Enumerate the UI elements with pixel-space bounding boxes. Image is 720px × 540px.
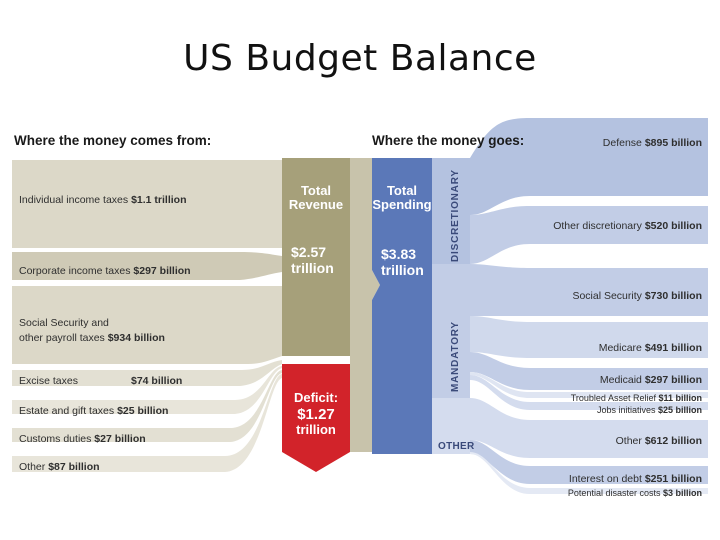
use-band-medicaid [470, 352, 708, 390]
use-band-jobs [470, 375, 708, 410]
use-label-interest: Interest on debt $251 billion [569, 473, 702, 485]
group-band-mandatory [432, 264, 470, 398]
use-label-tarp: Troubled Asset Relief $11 billion [571, 393, 702, 403]
source-label-corporate: Corporate income taxes $297 billion [19, 265, 191, 277]
flow-arrow [350, 158, 380, 452]
use-label-other-discretionary: Other discretionary $520 billion [553, 220, 702, 232]
use-label-jobs: Jobs initiatives $25 billion [597, 405, 702, 415]
source-band-individual [12, 160, 282, 248]
revenue-box: Total Revenue $2.57 trillion [282, 158, 350, 356]
source-label-payroll-line1: Social Security and [19, 317, 109, 329]
group-label-other: OTHER [438, 441, 475, 452]
use-label-defense: Defense $895 billion [603, 137, 702, 149]
revenue-value: $2.57 [291, 244, 326, 260]
source-band-corporate [12, 252, 282, 280]
source-label-excise: Excise taxes [19, 375, 78, 387]
source-band-other [12, 374, 282, 472]
use-band-tarp [470, 372, 708, 398]
use-bands [432, 118, 708, 494]
slide-title: US Budget Balance [183, 38, 537, 79]
source-label-customs: Customs duties $27 billion [19, 433, 146, 445]
revenue-label-line2: Revenue [289, 197, 343, 212]
source-band-payroll [12, 286, 282, 364]
uses-heading: Where the money goes: [372, 133, 524, 148]
use-label-medicare: Medicare $491 billion [599, 342, 702, 354]
use-band-other [470, 398, 708, 458]
use-band-interest [470, 440, 708, 484]
sources-heading: Where the money comes from: [14, 133, 211, 148]
use-band-defense [470, 118, 708, 215]
source-bands [12, 160, 282, 472]
group-label-discretionary: DISCRETIONARY [450, 169, 461, 262]
source-band-estate [12, 366, 282, 414]
revenue-value-unit: trillion [291, 260, 334, 276]
use-band-medicare [470, 316, 708, 358]
use-label-social-security: Social Security $730 billion [572, 290, 702, 302]
source-label-individual: Individual income taxes $1.1 trillion [19, 194, 187, 206]
use-label-medicaid: Medicaid $297 billion [600, 374, 702, 386]
spending-value-unit: trillion [381, 262, 424, 278]
spending-label-line2: Spending [372, 197, 431, 212]
deficit-value-unit: trillion [296, 422, 336, 437]
source-band-customs [12, 370, 282, 442]
group-label-mandatory: MANDATORY [450, 321, 461, 392]
use-band-other-discretionary [470, 206, 708, 264]
spending-label-line1: Total [387, 183, 417, 198]
group-band-other [432, 398, 470, 454]
source-band-excise [12, 360, 282, 386]
source-label-other: Other $87 billion [19, 461, 100, 473]
use-labels: Defense $895 billion Other discretionary… [553, 137, 702, 498]
source-label-estate: Estate and gift taxes $25 billion [19, 405, 168, 417]
spending-value: $3.83 [381, 246, 416, 262]
use-band-social-security [470, 264, 708, 316]
use-label-disaster: Potential disaster costs $3 billion [568, 488, 702, 498]
group-band-discretionary [432, 158, 470, 264]
spending-box: Total Spending $3.83 trillion [372, 158, 432, 454]
deficit-box: Deficit: $1.27 trillion [282, 364, 350, 472]
source-amount-excise: $74 billion [131, 375, 182, 387]
source-label-payroll-line2: other payroll taxes $934 billion [19, 332, 165, 344]
use-label-other: Other $612 billion [616, 435, 702, 447]
source-labels: Individual income taxes $1.1 trillion Co… [19, 194, 191, 473]
deficit-value: $1.27 [297, 406, 335, 423]
use-band-disaster [470, 452, 708, 494]
revenue-label-line1: Total [301, 183, 331, 198]
deficit-label: Deficit: [294, 390, 338, 405]
